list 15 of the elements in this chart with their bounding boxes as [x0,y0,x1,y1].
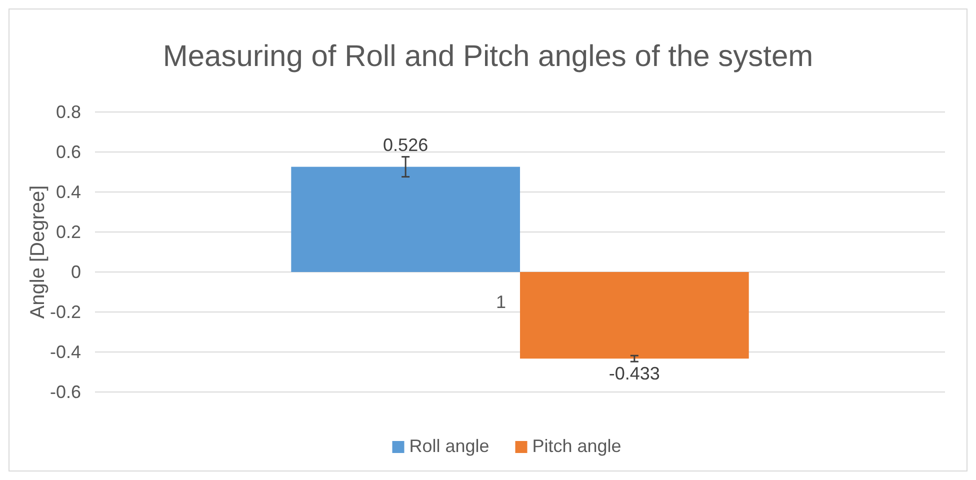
y-tick-label: 0 [70,262,81,282]
y-tick-label: -0.6 [50,382,81,402]
data-label: 0.526 [383,134,428,155]
y-tick-label: -0.2 [50,302,81,322]
y-tick-label: 0.8 [56,102,81,122]
x-tick-label: 1 [496,292,506,312]
y-tick-label: 0.6 [56,142,81,162]
legend-label: Roll angle [409,436,490,456]
y-tick-label: 0.2 [56,222,81,242]
chart-title: Measuring of Roll and Pitch angles of the system [162,40,814,73]
y-tick-label: 0.4 [56,182,81,202]
legend-label: Pitch angle [532,436,622,456]
y-tick-label: -0.4 [50,342,81,362]
y-axis-title: Angle [Degree] [27,185,49,319]
data-label: -0.433 [608,364,660,384]
